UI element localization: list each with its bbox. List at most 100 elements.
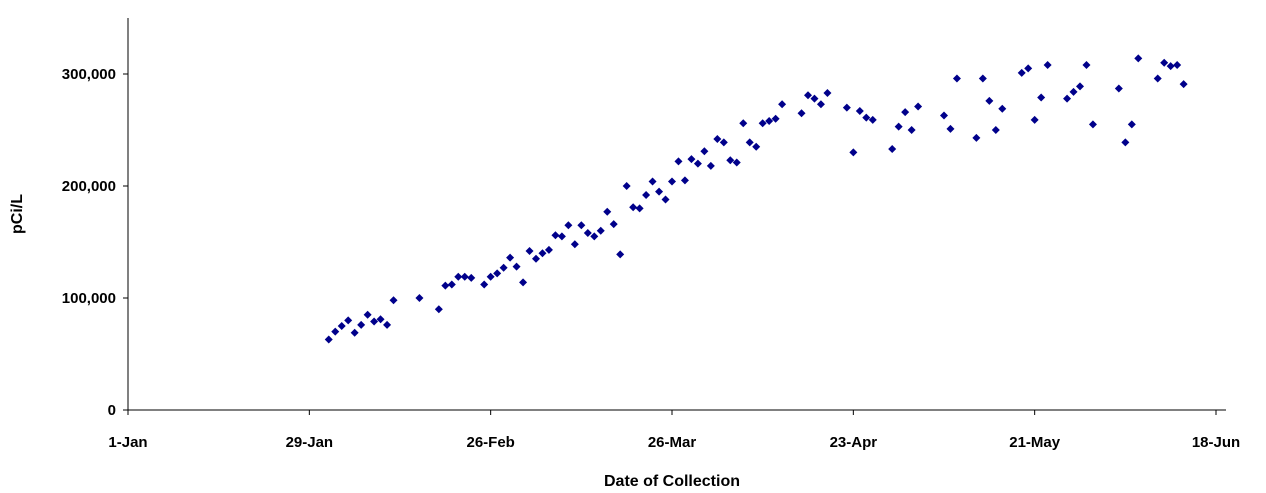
- data-point: [719, 138, 728, 147]
- data-point: [1179, 80, 1188, 89]
- data-point: [700, 147, 709, 156]
- data-point: [635, 204, 644, 213]
- data-point: [816, 100, 825, 109]
- data-point: [622, 182, 631, 190]
- data-point: [680, 176, 689, 185]
- data-point: [1017, 68, 1026, 77]
- data-point: [1153, 74, 1162, 83]
- data-point: [1160, 58, 1169, 67]
- data-point: [668, 177, 676, 186]
- data-point: [765, 117, 774, 126]
- data-point: [590, 232, 599, 241]
- data-point: [991, 126, 1000, 134]
- data-point: [532, 254, 540, 263]
- data-point: [842, 103, 851, 112]
- data-point: [506, 253, 515, 262]
- data-point: [1121, 138, 1130, 147]
- data-point: [804, 91, 812, 100]
- y-axis-title: pCi/L: [9, 194, 26, 234]
- data-point: [946, 124, 955, 133]
- data-point: [389, 296, 398, 305]
- data-point: [732, 158, 741, 167]
- data-point: [629, 203, 638, 212]
- data-point: [447, 280, 456, 289]
- data-point: [901, 108, 910, 117]
- data-point: [363, 310, 372, 319]
- data-point: [674, 157, 683, 166]
- x-tick-label: 26-Feb: [466, 434, 514, 451]
- data-point: [778, 100, 787, 109]
- data-point: [583, 229, 592, 238]
- data-point: [797, 109, 806, 118]
- data-point: [894, 122, 903, 131]
- data-point: [616, 250, 625, 259]
- y-tick-label: 300,000: [62, 66, 116, 83]
- data-point: [454, 272, 463, 281]
- data-point: [745, 138, 754, 147]
- x-axis-ticks: 1-Jan 29-Jan 26-Feb 26-Mar 23-Apr 21-May 18-Ju…: [108, 410, 1240, 451]
- data-point: [752, 142, 761, 151]
- data-point: [771, 114, 780, 123]
- data-point: [538, 249, 547, 258]
- data-point: [480, 280, 489, 289]
- data-point: [693, 159, 702, 168]
- data-point: [1082, 61, 1091, 70]
- x-tick-label: 18-Jun: [1192, 434, 1240, 451]
- data-point: [940, 111, 948, 120]
- data-point: [972, 133, 981, 142]
- data-point: [486, 272, 495, 281]
- data-point: [855, 106, 864, 115]
- y-tick-label: 200,000: [62, 178, 116, 195]
- data-point: [868, 115, 877, 124]
- data-point: [376, 315, 385, 324]
- data-point: [344, 316, 353, 325]
- data-point: [739, 119, 748, 128]
- data-point: [324, 335, 333, 344]
- data-point: [603, 207, 612, 216]
- data-point: [713, 134, 722, 143]
- data-point: [499, 263, 508, 272]
- data-point: [1037, 93, 1046, 102]
- data-point: [888, 145, 897, 154]
- data-point: [544, 245, 553, 254]
- y-tick-label: 0: [108, 402, 116, 419]
- data-point: [1114, 84, 1123, 93]
- data-point: [907, 126, 916, 134]
- data-point: [525, 246, 534, 255]
- data-point: [726, 156, 735, 165]
- data-point: [1166, 62, 1175, 71]
- data-point: [570, 240, 579, 249]
- data-point: [1043, 61, 1052, 70]
- data-point: [978, 74, 987, 83]
- data-point: [551, 231, 560, 240]
- data-point: [383, 320, 392, 329]
- data-point: [998, 104, 1007, 113]
- data-point: [648, 177, 657, 186]
- data-point: [337, 322, 346, 330]
- data-point: [1127, 120, 1136, 129]
- data-point: [331, 327, 340, 336]
- data-point: [350, 328, 359, 337]
- data-point: [862, 113, 871, 122]
- x-axis-title: Date of Collection: [604, 473, 740, 490]
- data-point: [1088, 120, 1097, 129]
- data-point: [467, 273, 476, 282]
- data-point: [460, 272, 469, 281]
- data-point: [1063, 94, 1072, 103]
- data-point: [1134, 54, 1143, 63]
- y-axis-ticks: 0 100,000 200,000 300,000: [62, 66, 128, 419]
- data-point: [823, 89, 832, 98]
- x-tick-label: 21-May: [1009, 434, 1061, 451]
- data-point: [1173, 61, 1182, 70]
- x-tick-label: 29-Jan: [286, 434, 334, 451]
- data-point: [655, 187, 664, 196]
- data-point: [564, 221, 573, 230]
- y-tick-label: 100,000: [62, 290, 116, 307]
- data-points: [324, 54, 1188, 344]
- data-point: [1076, 82, 1084, 91]
- data-point: [849, 148, 858, 157]
- data-point: [985, 96, 994, 105]
- data-point: [914, 102, 923, 111]
- data-point: [661, 195, 670, 204]
